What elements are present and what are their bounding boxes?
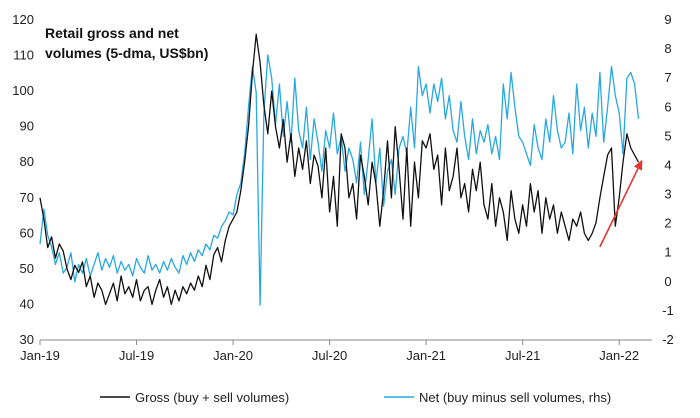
right-tick-label: 7 [664,70,671,85]
left-tick-label: 50 [20,261,34,276]
right-tick-label: 8 [664,41,671,56]
left-axis-ticks: 30 40 50 60 70 80 90 100 110 120 [12,12,34,347]
chart-title: Retail gross and net volumes (5-dma, US$… [45,25,208,61]
right-tick-label: 4 [664,157,671,172]
trend-arrow-shaft [599,166,640,248]
x-tick-label: Jan-21 [406,348,446,363]
legend-label-gross: Gross (buy + sell volumes) [135,390,289,405]
x-tick-label: Jul-20 [312,348,347,363]
left-tick-label: 110 [13,48,34,63]
left-tick-label: 70 [20,190,34,205]
right-tick-label: -1 [662,303,674,318]
x-tick-label: Jul-19 [119,348,154,363]
left-tick-label: 30 [20,332,34,347]
x-axis-ticks: Jan-19 Jul-19 Jan-20 Jul-20 Jan-21 Jul-21 Jan-… [20,340,639,363]
chart-title-line-1: Retail gross and net [45,25,179,41]
right-tick-label: 0 [664,274,671,289]
left-tick-label: 120 [12,12,34,27]
right-tick-label: 5 [664,128,671,143]
legend-label-net: Net (buy minus sell volumes, rhs) [419,390,611,405]
right-tick-label: -2 [662,332,674,347]
left-tick-label: 40 [20,296,34,311]
x-tick-label: Jul-21 [505,348,540,363]
net-series-line [39,54,640,306]
legend: Gross (buy + sell volumes) Net (buy minu… [100,390,611,405]
left-tick-label: 100 [12,83,34,98]
trend-arrow-head [633,159,643,171]
right-tick-label: 2 [664,216,671,231]
x-tick-label: Jan-19 [20,348,60,363]
right-tick-label: 3 [664,187,671,202]
chart-title-line-2: volumes (5-dma, US$bn) [45,45,208,61]
left-tick-label: 60 [20,225,34,240]
right-tick-label: 6 [664,99,671,114]
right-tick-label: 1 [664,245,671,260]
right-tick-label: 9 [664,12,671,27]
x-tick-label: Jan-20 [213,348,253,363]
right-axis-ticks: -2 -1 0 1 2 3 4 5 6 7 8 9 [662,12,674,347]
gross-series-line [39,33,640,306]
left-tick-label: 80 [20,154,34,169]
x-tick-label: Jan-22 [599,348,639,363]
series-layer [39,33,640,306]
trend-arrow [599,159,643,248]
left-tick-label: 90 [20,119,34,134]
